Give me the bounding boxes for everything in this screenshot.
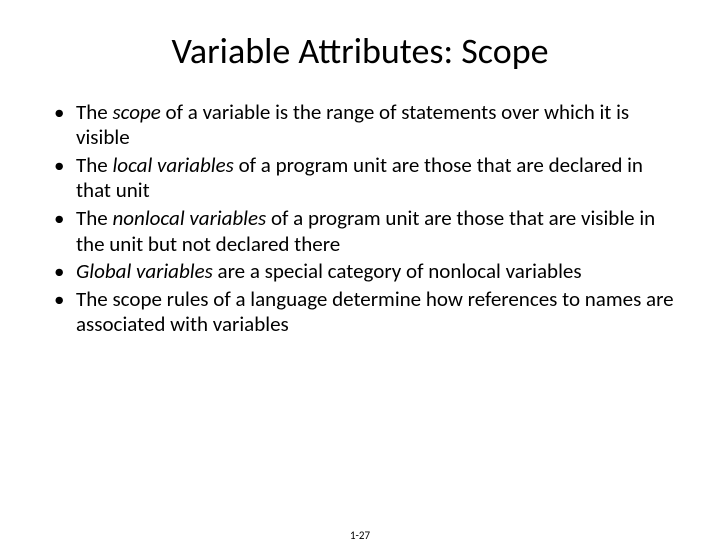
bullet-text-em: local variables (112, 152, 233, 178)
bullet-text-pre: The (76, 205, 112, 231)
bullet-text-em: nonlocal variables (112, 205, 266, 231)
list-item: Global variables are a special category … (54, 259, 680, 285)
bullet-text-post: are a special category of nonlocal varia… (213, 258, 582, 284)
list-item: The scope rules of a language determine … (54, 287, 680, 338)
bullet-text-pre: The (76, 99, 112, 125)
bullet-text-em: Global variables (76, 258, 213, 284)
list-item: The local variables of a program unit ar… (54, 153, 680, 204)
list-item: The nonlocal variables of a program unit… (54, 206, 680, 257)
bullet-list: The scope of a variable is the range of … (0, 100, 720, 338)
bullet-text-pre: The scope rules of a language determine … (76, 286, 674, 338)
bullet-text-pre: The (76, 152, 112, 178)
bullet-text-em: scope (112, 99, 160, 125)
slide-title: Variable Attributes: Scope (0, 32, 720, 72)
list-item: The scope of a variable is the range of … (54, 100, 680, 151)
slide: { "title": { "text": "Variable Attribute… (0, 32, 720, 540)
page-number: 1-27 (0, 529, 720, 540)
